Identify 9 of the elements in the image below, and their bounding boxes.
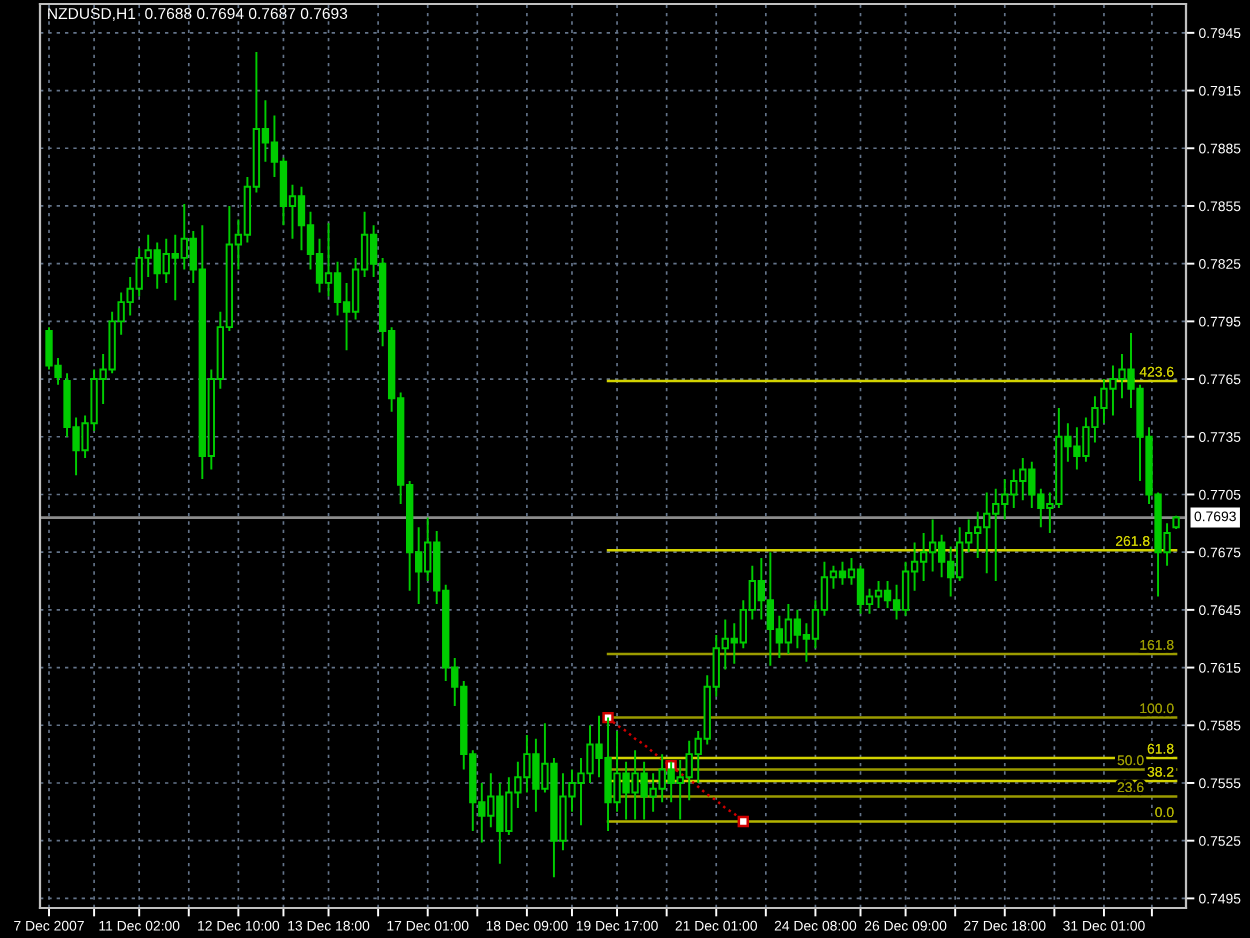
point (737, 815, 749, 828)
candlestick (856, 564, 865, 615)
candlestick (874, 580, 883, 609)
candlestick (838, 560, 847, 586)
candlestick (766, 551, 775, 667)
candlestick (928, 518, 937, 573)
point (602, 711, 614, 724)
candlestick (784, 603, 793, 656)
candlestick (1172, 514, 1180, 531)
